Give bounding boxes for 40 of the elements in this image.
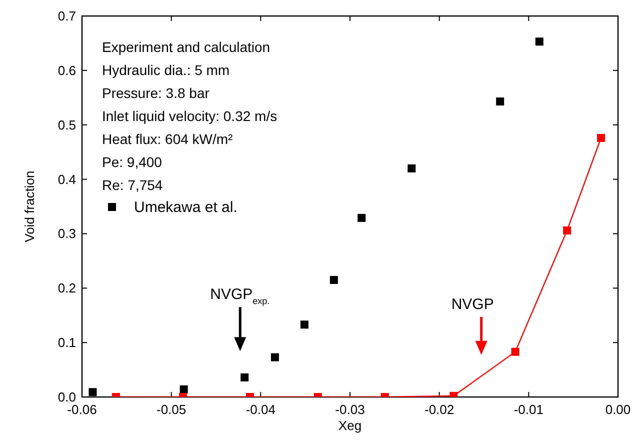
annotation: NVGP [451, 296, 494, 313]
point [597, 134, 606, 142]
annotation: Pressure: 3.8 bar [102, 85, 210, 101]
annotation: Inlet liquid velocity: 0.32 m/s [102, 108, 278, 124]
x-tick-label: -0.01 [514, 402, 544, 417]
point [300, 320, 308, 329]
y-tick-label: 0.3 [58, 226, 76, 242]
annotation: Experiment and calculation [102, 39, 270, 55]
point [563, 226, 572, 234]
y-tick-label: 0.0 [58, 390, 76, 404]
point [535, 38, 544, 46]
point [496, 97, 504, 106]
x-tick-label: 0.00 [605, 402, 631, 417]
point [270, 353, 279, 362]
annotation: Pe: 9,400 [102, 154, 162, 170]
point [408, 164, 416, 172]
point [180, 385, 188, 394]
annotation: Heat flux: 604 kW/m² [102, 131, 234, 147]
annotation: NVGP$_{exp.}$ [210, 286, 270, 306]
y-tick-label: 0.5 [58, 117, 76, 132]
point [511, 348, 520, 356]
x-tick-label: -0.03 [335, 402, 365, 417]
y-tick-label: 0.4 [58, 172, 76, 187]
x-tick-label: -0.04 [246, 402, 276, 417]
x-axis-title: Xeg [338, 418, 362, 433]
point [88, 388, 97, 396]
y-tick-label: 0.6 [58, 62, 76, 78]
y-axis-title: Void fraction [22, 170, 37, 242]
point [330, 276, 338, 284]
point [240, 373, 249, 382]
y-tick-label: 0.1 [58, 335, 76, 350]
annotation: Re: 7,754 [102, 177, 163, 193]
annotation: Hydraulic dia.: 5 mm [102, 62, 230, 78]
legend-label: Umekawa et al. [134, 199, 238, 216]
point [358, 214, 366, 222]
x-tick-label: -0.06 [67, 402, 97, 417]
y-tick-label: 0.7 [58, 8, 76, 24]
x-tick-label: -0.05 [156, 402, 186, 417]
x-tick-label: -0.02 [424, 402, 454, 417]
y-tick-label: 0.2 [58, 280, 76, 296]
